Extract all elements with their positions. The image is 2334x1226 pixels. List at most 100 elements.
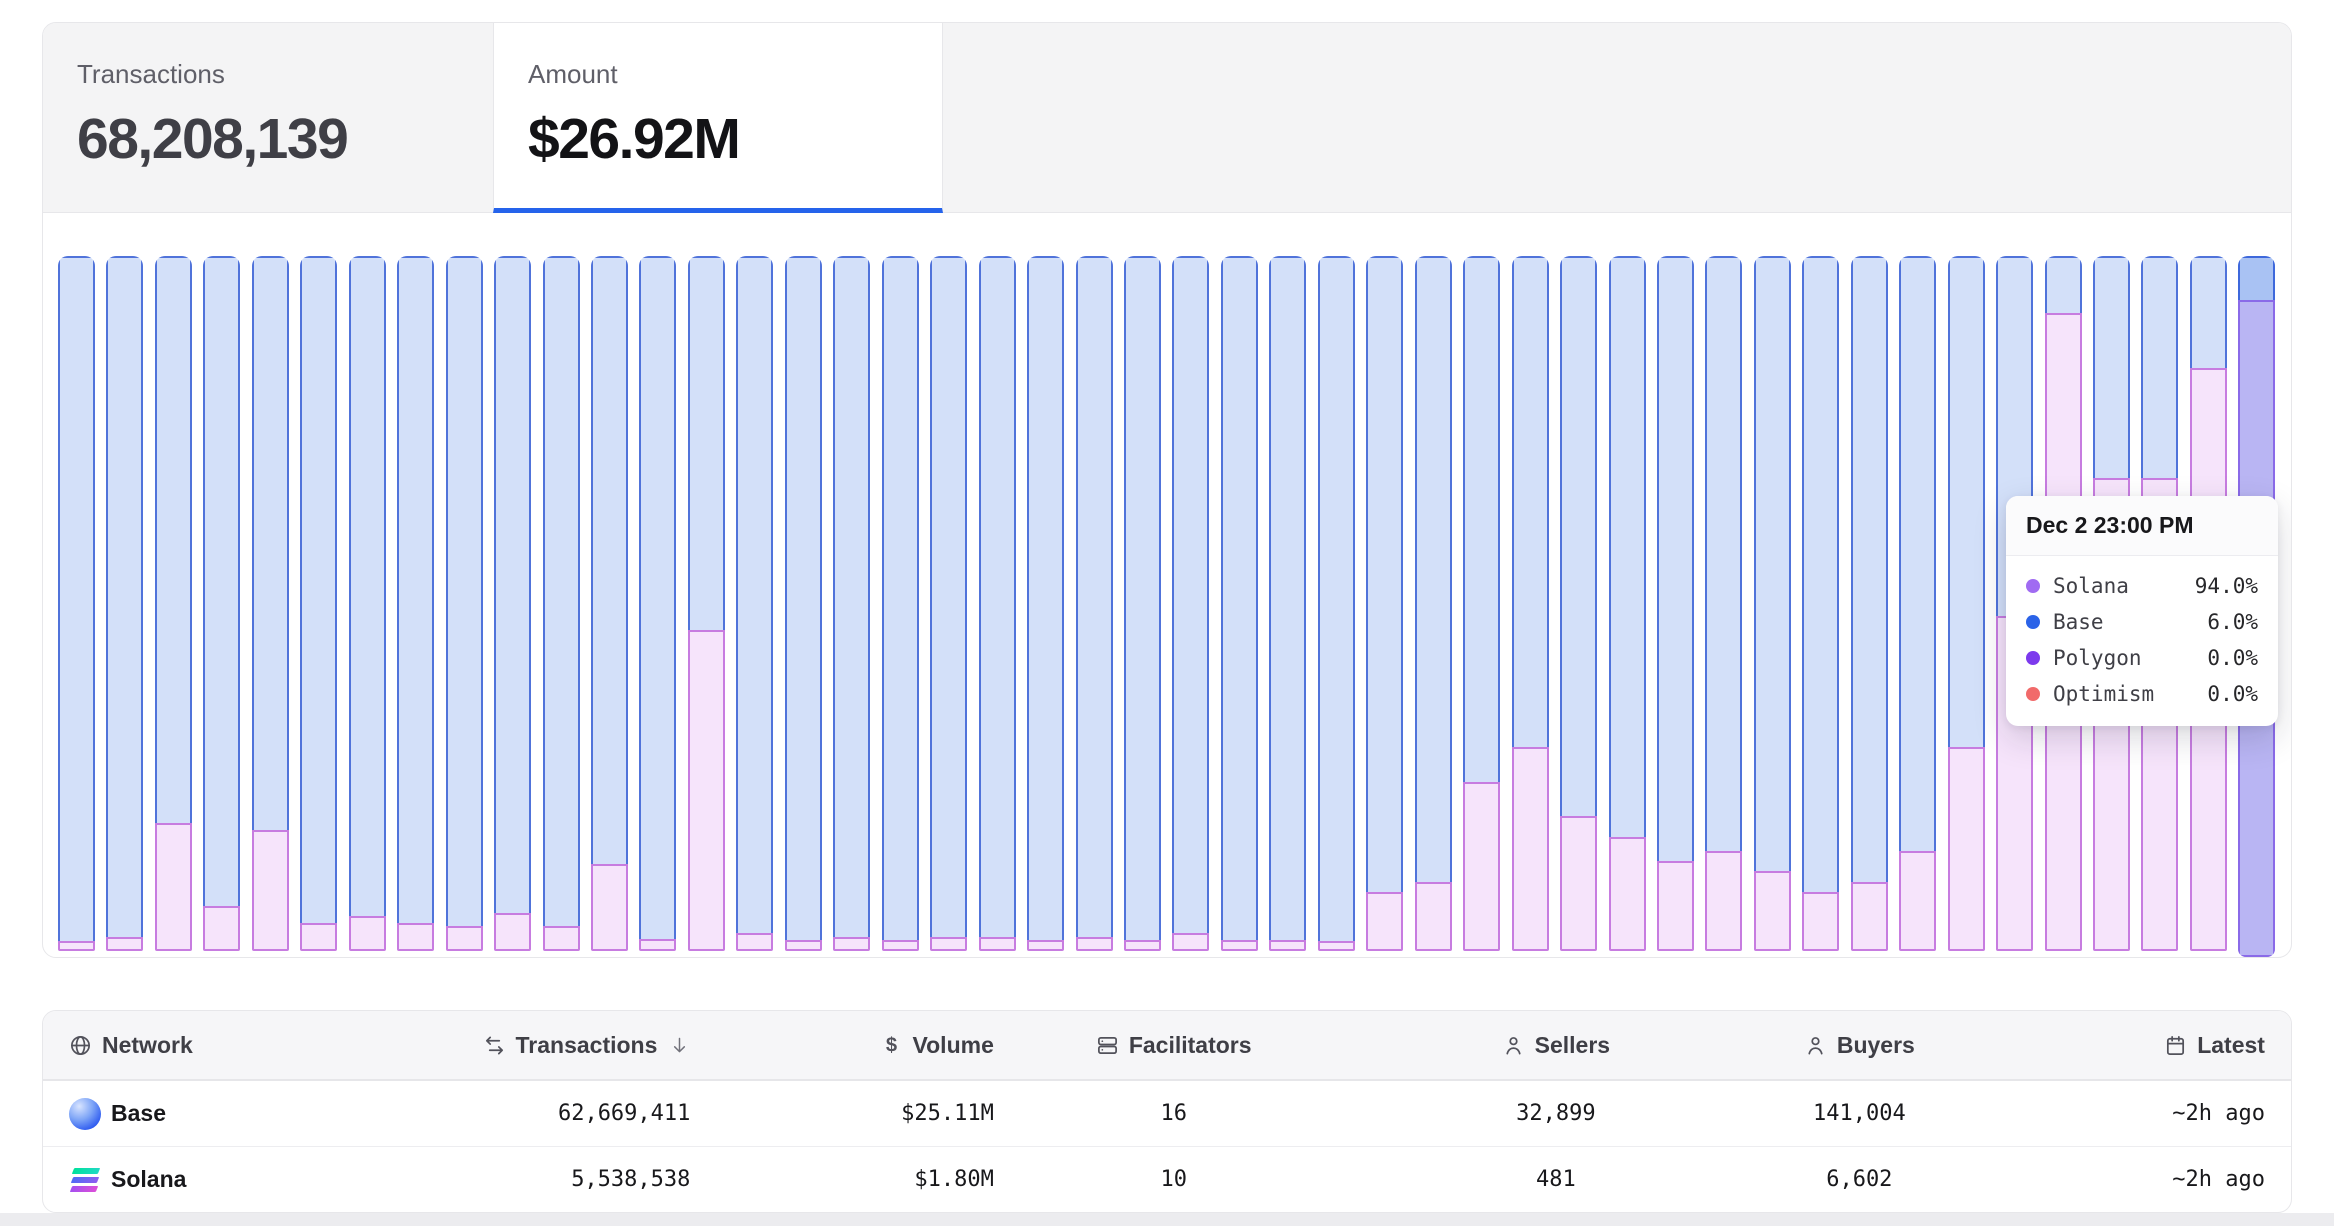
chart-bar[interactable]: [348, 256, 386, 951]
bar-segment-base: [1608, 256, 1646, 837]
tooltip-series-name: Solana: [2053, 574, 2129, 598]
chart-card: Transactions 68,208,139 Amount $26.92M D…: [42, 22, 2292, 958]
bar-segment-base: [300, 256, 338, 923]
bar-segment-base: [1802, 256, 1840, 892]
chart-bar[interactable]: [397, 256, 435, 951]
chart-bar[interactable]: [300, 256, 338, 951]
column-label: Transactions: [515, 1031, 658, 1058]
column-label: Latest: [2197, 1031, 2265, 1058]
tab-transactions-label: Transactions: [77, 59, 225, 89]
chart-bar[interactable]: [978, 256, 1016, 951]
chart-bar[interactable]: [1802, 256, 1840, 951]
chart-bar[interactable]: [1511, 256, 1549, 951]
chart-bar[interactable]: [58, 256, 95, 951]
tab-amount[interactable]: Amount $26.92M: [493, 23, 943, 213]
bar-segment-base: [445, 256, 483, 927]
chart-bar[interactable]: [1608, 256, 1646, 951]
tab-transactions[interactable]: Transactions 68,208,139: [43, 23, 493, 213]
bar-segment-solana: [1656, 860, 1694, 951]
calendar-icon: [2164, 1034, 2187, 1057]
bar-segment-base: [1123, 256, 1161, 941]
base-logo-icon: [69, 1097, 101, 1130]
chart-bar[interactable]: [1269, 256, 1307, 951]
chart-bar[interactable]: [251, 256, 289, 951]
chart-bar[interactable]: [1075, 256, 1113, 951]
bar-segment-base: [881, 256, 919, 941]
table-row-solana[interactable]: Solana 5,538,538 $1.80M 10 481 6,602 ~2h ago: [43, 1147, 2291, 1212]
bar-segment-solana: [687, 630, 725, 951]
bar-segment-solana: [203, 905, 241, 951]
tooltip-title: Dec 2 23:00 PM: [2006, 496, 2278, 556]
bar-segment-base: [1899, 256, 1937, 851]
networks-table: Network Transactions $ Volume Facilitators Se…: [42, 1010, 2292, 1213]
bar-segment-solana: [494, 912, 532, 951]
column-header-buyers[interactable]: Buyers: [1758, 1032, 1960, 1059]
chart-bar[interactable]: [1753, 256, 1791, 951]
bar-segment-base: [2189, 256, 2227, 369]
column-header-sellers[interactable]: Sellers: [1354, 1032, 1759, 1059]
bar-segment-solana: [1414, 881, 1452, 951]
chart-bar[interactable]: [1317, 256, 1355, 951]
tooltip-row: Base 6.0%: [2026, 604, 2258, 640]
svg-text:$: $: [885, 1034, 896, 1056]
bar-segment-base: [833, 256, 871, 937]
bar-segment-base: [1269, 256, 1307, 941]
column-header-transactions[interactable]: Transactions: [485, 1031, 691, 1059]
chart-bar[interactable]: [154, 256, 192, 951]
table-row-base[interactable]: Base 62,669,411 $25.11M 16 32,899 141,004 ~2h …: [43, 1081, 2291, 1147]
column-header-latest[interactable]: Latest: [1960, 1032, 2290, 1059]
bar-segment-base: [2238, 256, 2276, 300]
legend-dot-optimism: [2026, 687, 2040, 701]
chart-bar[interactable]: [1705, 256, 1743, 951]
bar-segment-base: [1075, 256, 1113, 937]
chart-bar[interactable]: [106, 256, 144, 951]
chart-bar[interactable]: [1560, 256, 1598, 951]
chart-bar[interactable]: [833, 256, 871, 951]
network-cell: Solana: [43, 1166, 493, 1194]
tooltip-series-value: 0.0%: [2207, 682, 2258, 706]
column-header-volume[interactable]: $ Volume: [690, 1032, 993, 1059]
chart-bar[interactable]: [494, 256, 532, 951]
transactions-value: 62,669,411: [557, 1101, 691, 1126]
chart-bar[interactable]: [1366, 256, 1404, 951]
tooltip-series-value: 94.0%: [2194, 574, 2258, 598]
chart-bar[interactable]: [881, 256, 919, 951]
bar-segment-solana: [1269, 940, 1307, 951]
chart-bar[interactable]: [639, 256, 677, 951]
tooltip-row: Polygon 0.0%: [2026, 640, 2258, 676]
chart-bar[interactable]: [203, 256, 241, 951]
facilitators-value: 10: [1160, 1167, 1187, 1192]
chart-bar[interactable]: [590, 256, 628, 951]
chart-bar[interactable]: [1850, 256, 1888, 951]
chart-bar[interactable]: [1463, 256, 1501, 951]
bar-segment-solana: [881, 940, 919, 951]
chart-bar[interactable]: [1172, 256, 1210, 951]
chart-bar[interactable]: [1220, 256, 1258, 951]
chart-bar[interactable]: [736, 256, 774, 951]
chart-bar[interactable]: [1027, 256, 1065, 951]
chart-bar[interactable]: [1947, 256, 1985, 951]
chart-bar[interactable]: [445, 256, 483, 951]
bar-segment-base: [1511, 256, 1549, 748]
column-header-facilitators[interactable]: Facilitators: [994, 1032, 1354, 1059]
bar-segment-solana: [1317, 941, 1355, 951]
bar-segment-solana: [930, 936, 968, 951]
person-icon: [1502, 1034, 1525, 1057]
chart-bar[interactable]: [784, 256, 822, 951]
tab-amount-label: Amount: [528, 59, 618, 89]
bar-segment-base: [203, 256, 241, 906]
chart-bar[interactable]: [542, 256, 580, 951]
chart-bar[interactable]: [1123, 256, 1161, 951]
column-header-network[interactable]: Network: [43, 1032, 493, 1059]
stacked-bar-chart: Dec 2 23:00 PM Solana 94.0% Base 6.0% Polygo…: [43, 213, 2291, 957]
bar-segment-base: [251, 256, 289, 830]
chart-bar[interactable]: [930, 256, 968, 951]
bar-segment-solana: [542, 926, 580, 951]
chart-bar[interactable]: [687, 256, 725, 951]
chart-bar[interactable]: [1656, 256, 1694, 951]
chart-bar[interactable]: [1899, 256, 1937, 951]
legend-dot-solana: [2026, 579, 2040, 593]
table-body: Base 62,669,411 $25.11M 16 32,899 141,004 ~2h …: [43, 1081, 2291, 1212]
chart-bar[interactable]: [1414, 256, 1452, 951]
